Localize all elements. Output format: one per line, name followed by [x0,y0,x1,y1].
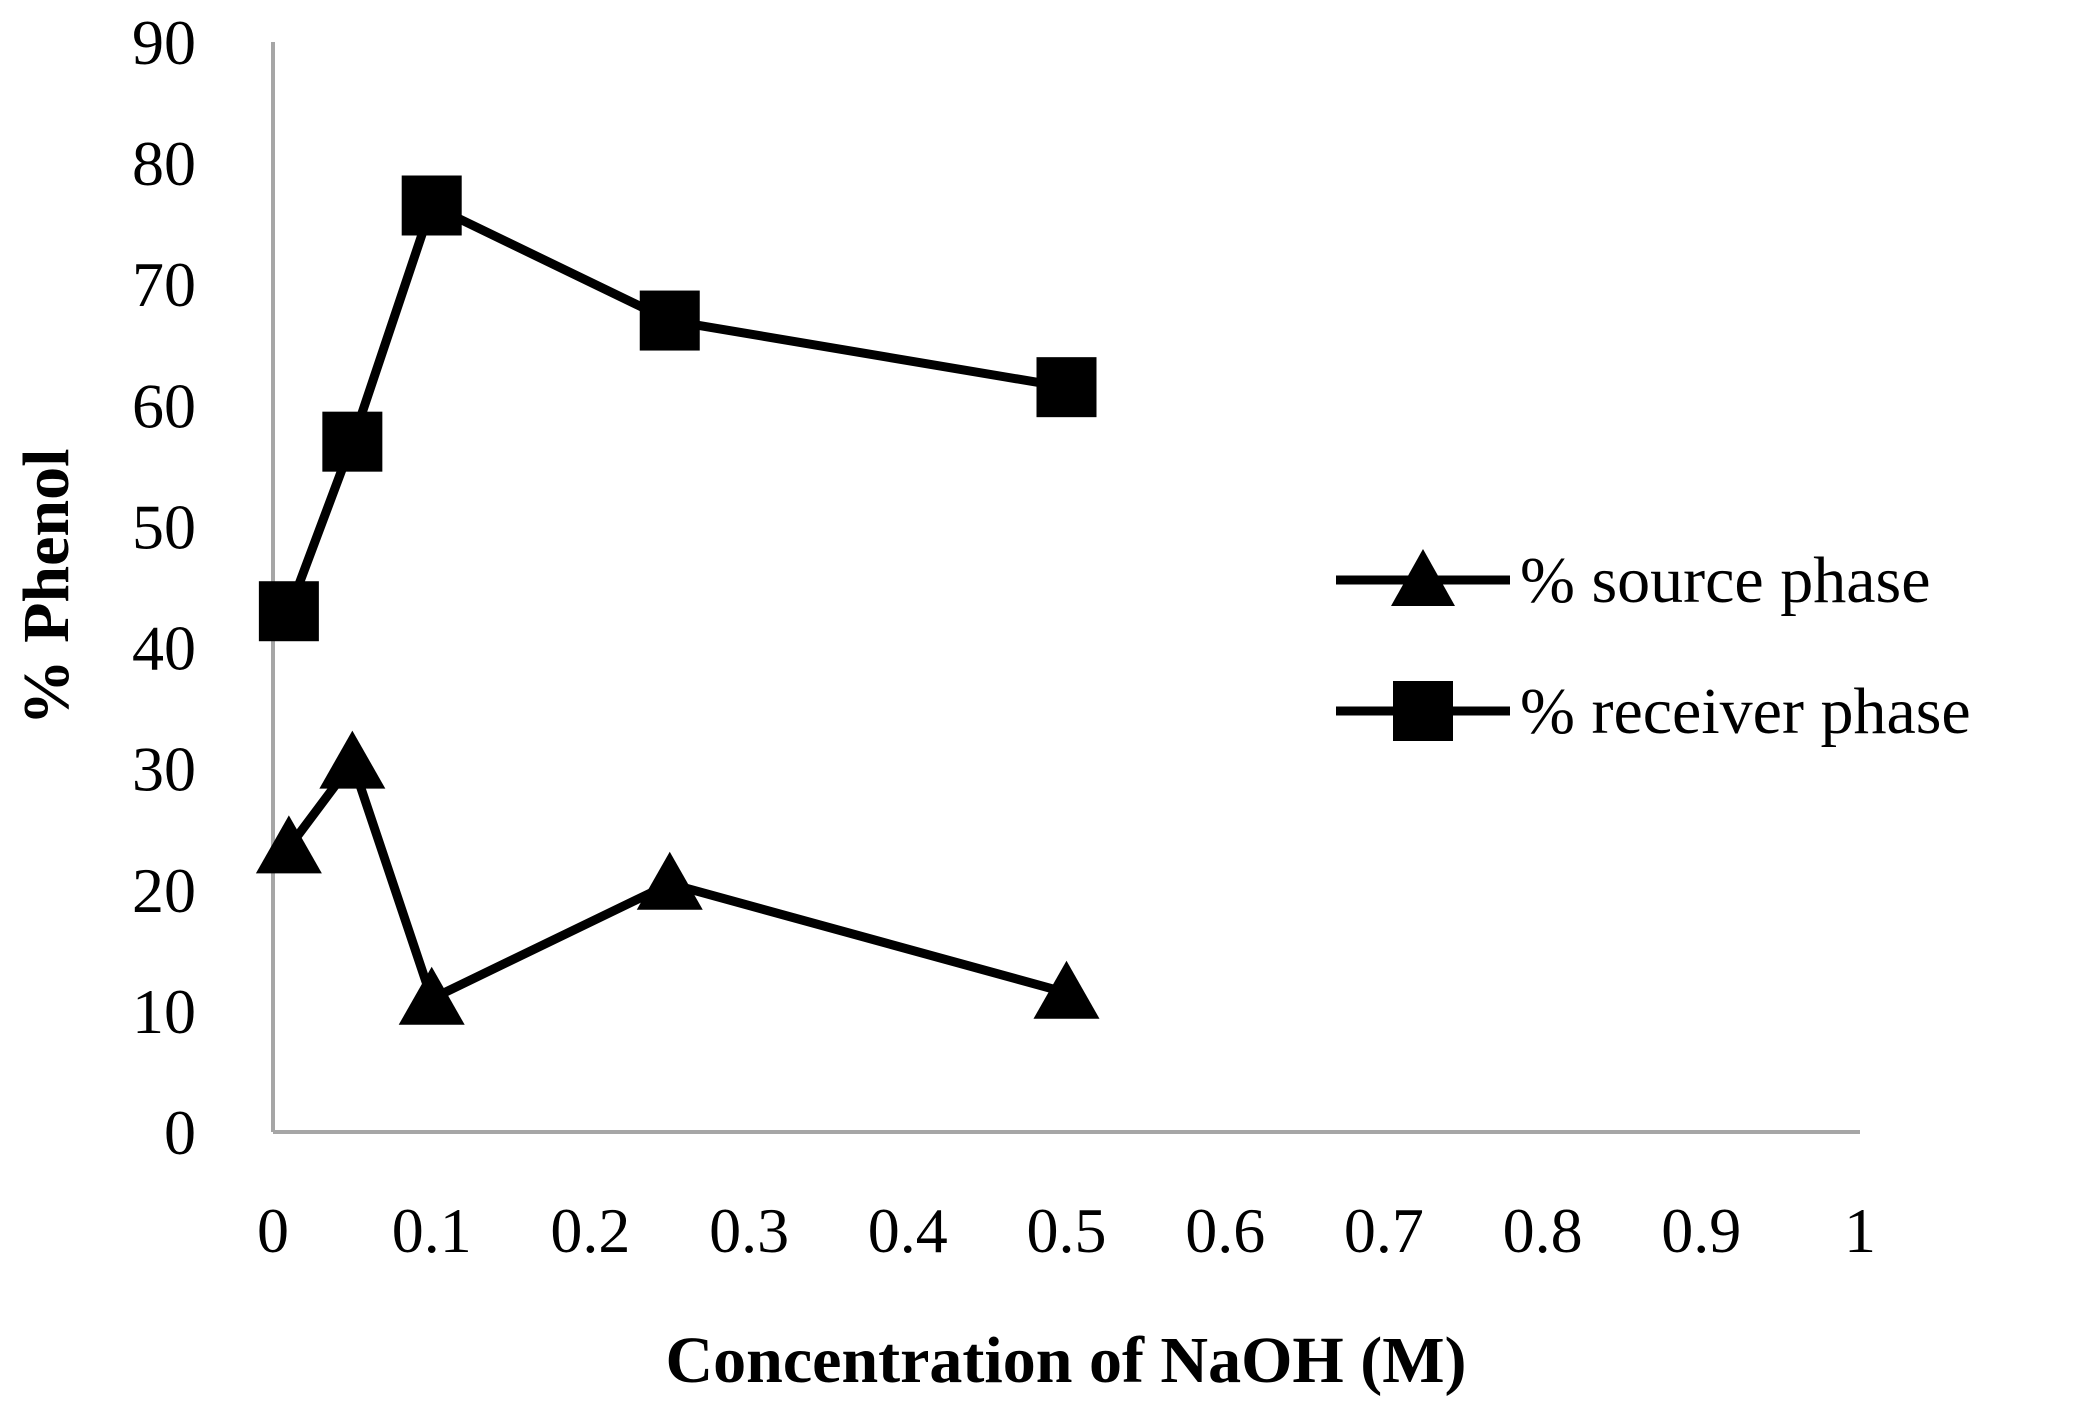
data-point-source [1033,960,1100,1019]
data-point-receiver [1036,357,1097,418]
data-point-receiver [258,581,319,642]
data-point-receiver [401,175,462,236]
x-axis-title: Concentration of NaOH (M) [665,1324,1466,1397]
x-tick-label: 0.6 [1185,1195,1265,1266]
y-tick-label: 30 [132,734,196,805]
y-tick-label: 90 [132,7,196,78]
x-tick-label: 0.2 [550,1195,630,1266]
x-tick-label: 0.9 [1661,1195,1741,1266]
x-tick-label: 0 [257,1195,289,1266]
series-layer [255,175,1100,1025]
y-tick-label: 70 [132,249,196,320]
legend: % source phase % receiver phase [1336,544,1971,748]
y-axis-title: % Phenol [10,449,83,726]
x-tick-label: 1 [1844,1195,1876,1266]
x-tick-label: 0.4 [868,1195,948,1266]
data-point-receiver [639,290,700,351]
y-tick-label: 50 [132,491,196,562]
legend-marker-square [1393,681,1453,741]
data-point-source [255,815,322,874]
y-tick-label: 40 [132,613,196,684]
y-tick-label: 10 [132,976,196,1047]
data-point-source [319,730,386,789]
y-tick-labels: 0 10 20 30 40 50 60 70 80 90 [132,7,196,1168]
y-tick-label: 60 [132,370,196,441]
data-point-receiver [322,411,383,472]
y-tick-label: 80 [132,128,196,199]
series-line-receiver [284,201,1068,613]
legend-item-receiver: % receiver phase [1336,675,1971,748]
x-tick-label: 0.5 [1027,1195,1107,1266]
legend-marker-triangle [1391,549,1455,606]
legend-label-receiver: % receiver phase [1520,675,1971,748]
data-point-source [636,851,703,910]
x-tick-label: 0.3 [709,1195,789,1266]
legend-label-source: % source phase [1520,544,1931,617]
x-tick-label: 0.7 [1344,1195,1424,1266]
x-tick-label: 0.8 [1503,1195,1583,1266]
y-tick-label: 0 [164,1097,196,1168]
x-tick-labels: 0 0.1 0.2 0.3 0.4 0.5 0.6 0.7 0.8 0.9 1 [257,1195,1876,1266]
data-point-source [398,966,465,1025]
y-tick-label: 20 [132,855,196,926]
x-tick-label: 0.1 [392,1195,472,1266]
legend-item-source: % source phase [1336,544,1931,617]
